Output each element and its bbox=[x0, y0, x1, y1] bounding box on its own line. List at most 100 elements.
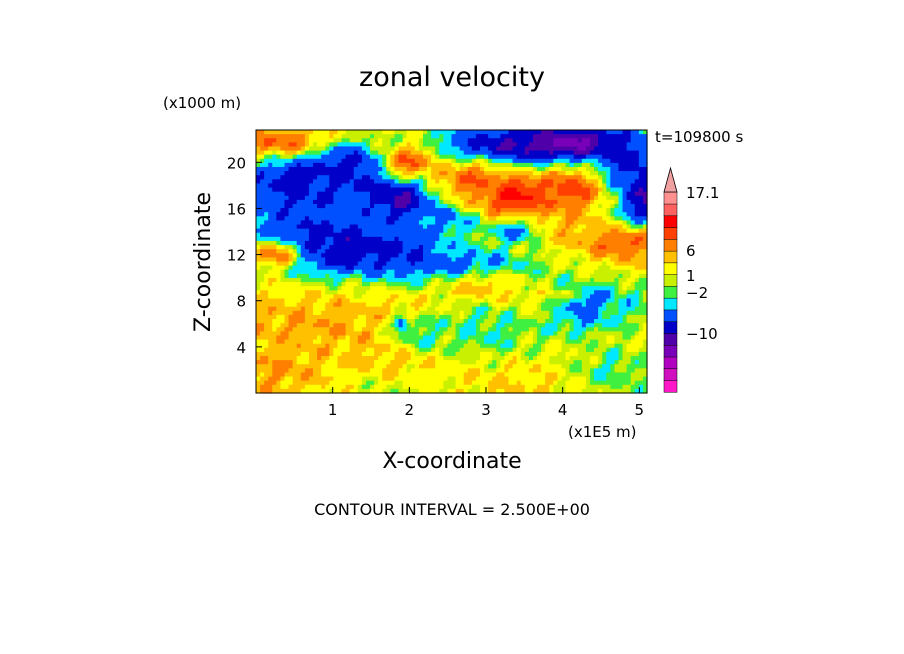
field-cell bbox=[422, 360, 428, 365]
field-cell bbox=[361, 269, 367, 275]
field-cell bbox=[427, 298, 432, 304]
field-cell bbox=[459, 286, 465, 291]
field-cell bbox=[553, 306, 558, 312]
field-cell bbox=[471, 208, 477, 213]
field-cell bbox=[325, 191, 330, 197]
field-cell bbox=[459, 191, 465, 197]
field-cell bbox=[520, 146, 526, 152]
field-cell bbox=[475, 277, 481, 283]
field-cell bbox=[532, 187, 538, 193]
field-cell bbox=[308, 372, 314, 378]
field-cell bbox=[500, 343, 506, 349]
field-cell bbox=[463, 150, 469, 156]
field-cell bbox=[431, 282, 436, 287]
field-cell bbox=[549, 150, 554, 156]
field-cell bbox=[394, 323, 400, 328]
field-cell bbox=[394, 388, 400, 394]
field-cell bbox=[549, 232, 554, 238]
field-cell bbox=[431, 343, 436, 349]
field-cell bbox=[378, 388, 383, 394]
field-cell bbox=[512, 171, 518, 176]
field-cell bbox=[378, 323, 383, 328]
field-cell bbox=[374, 286, 379, 291]
field-cell bbox=[569, 171, 575, 176]
field-cell bbox=[439, 228, 444, 234]
field-cell bbox=[370, 282, 375, 287]
field-cell bbox=[260, 376, 265, 382]
field-cell bbox=[565, 134, 571, 139]
field-cell bbox=[463, 323, 469, 328]
field-cell bbox=[260, 245, 265, 250]
field-cell bbox=[296, 179, 302, 185]
field-cell bbox=[557, 245, 563, 250]
field-cell bbox=[541, 331, 546, 337]
field-cell bbox=[406, 203, 412, 209]
field-cell bbox=[333, 282, 339, 287]
field-cell bbox=[427, 212, 432, 217]
field-cell bbox=[541, 203, 546, 209]
field-cell bbox=[435, 327, 440, 332]
field-cell bbox=[435, 314, 440, 320]
field-cell bbox=[500, 203, 506, 209]
field-cell bbox=[439, 146, 444, 152]
field-cell bbox=[370, 388, 375, 394]
field-cell bbox=[545, 232, 550, 238]
field-cell bbox=[455, 216, 461, 222]
field-cell bbox=[406, 134, 412, 139]
field-cell bbox=[500, 249, 506, 254]
field-cell bbox=[541, 183, 546, 189]
field-cell bbox=[406, 306, 412, 312]
field-cell bbox=[410, 249, 416, 254]
field-cell bbox=[414, 171, 420, 176]
field-cell bbox=[300, 130, 306, 135]
field-cell bbox=[447, 158, 453, 164]
field-cell bbox=[427, 191, 432, 197]
field-cell bbox=[329, 302, 334, 308]
field-cell bbox=[317, 277, 322, 283]
field-cell bbox=[553, 290, 558, 295]
field-cell bbox=[504, 314, 510, 320]
field-cell bbox=[569, 162, 575, 168]
field-cell bbox=[329, 154, 334, 160]
field-cell bbox=[361, 150, 367, 156]
field-cell bbox=[427, 224, 432, 230]
field-cell bbox=[512, 368, 518, 374]
field-cell bbox=[300, 220, 306, 226]
field-cell bbox=[284, 294, 290, 300]
field-cell bbox=[418, 261, 424, 267]
field-cell bbox=[447, 154, 453, 160]
field-cell bbox=[427, 380, 432, 386]
field-cell bbox=[345, 335, 351, 341]
field-cell bbox=[337, 142, 343, 148]
field-cell bbox=[288, 158, 294, 164]
field-cell bbox=[422, 339, 428, 345]
field-cell bbox=[382, 277, 387, 283]
field-cell bbox=[386, 166, 391, 172]
field-cell bbox=[337, 216, 343, 222]
field-cell bbox=[418, 249, 424, 254]
field-cell bbox=[370, 319, 375, 324]
field-cell bbox=[288, 240, 294, 246]
field-cell bbox=[365, 253, 371, 258]
field-cell bbox=[455, 331, 461, 337]
field-cell bbox=[361, 245, 367, 250]
field-cell bbox=[268, 228, 273, 234]
field-cell bbox=[557, 158, 563, 164]
field-cell bbox=[329, 150, 334, 156]
field-cell bbox=[528, 261, 534, 267]
field-cell bbox=[496, 351, 501, 357]
field-cell bbox=[524, 232, 530, 238]
field-cell bbox=[532, 191, 538, 197]
field-cell bbox=[349, 327, 355, 332]
field-cell bbox=[537, 203, 542, 209]
field-cell bbox=[374, 171, 379, 176]
field-cell bbox=[308, 162, 314, 168]
field-cell bbox=[353, 282, 359, 287]
field-cell bbox=[313, 171, 318, 176]
field-cell bbox=[264, 199, 269, 205]
field-cell bbox=[414, 290, 420, 295]
field-cell bbox=[349, 171, 355, 176]
field-cell bbox=[512, 351, 518, 357]
field-cell bbox=[280, 245, 286, 250]
field-cell bbox=[537, 253, 542, 258]
